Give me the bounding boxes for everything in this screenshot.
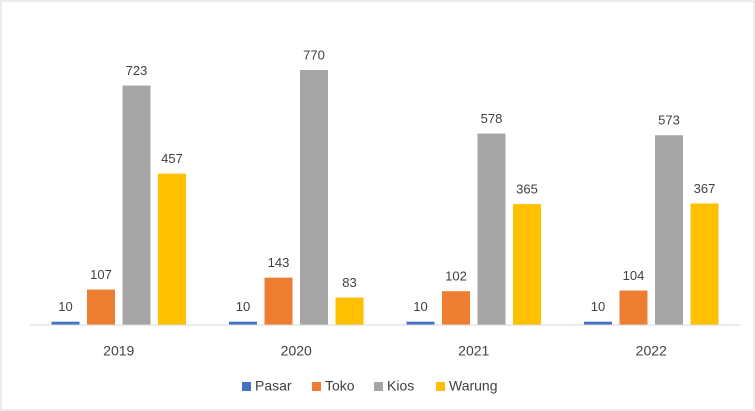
data-label: 102 [445,269,467,284]
data-label: 10 [236,299,250,314]
data-label: 723 [126,63,148,78]
data-label: 457 [161,151,183,166]
data-label: 83 [342,275,356,290]
bar [477,133,506,325]
data-label: 770 [303,47,325,62]
data-label: 10 [58,299,72,314]
legend-swatch [312,382,321,391]
bar [87,289,115,325]
bar [122,85,151,325]
data-label: 104 [623,268,645,283]
legend-label: Pasar [255,378,292,394]
bar [584,321,612,325]
bar [690,203,719,325]
x-tick-label: 2020 [281,343,312,359]
data-label: 10 [591,299,605,314]
bar [229,321,257,325]
data-label: 365 [516,182,538,197]
data-label: 367 [694,181,716,196]
bar [264,277,293,325]
bar [513,204,541,325]
data-label: 10 [413,299,427,314]
bar [51,321,80,325]
x-tick-label: 2022 [636,343,667,359]
x-tick-label: 2021 [458,343,489,359]
data-label: 107 [90,267,112,282]
bar [300,70,328,325]
bar [442,291,470,325]
bar [335,297,364,325]
legend-swatch [242,382,251,391]
legend-label: Warung [449,378,498,394]
bar [406,321,435,325]
legend-swatch [374,382,383,391]
legend-label: Kios [387,378,414,394]
legend-swatch [436,382,445,391]
data-label: 143 [268,255,290,270]
data-label: 578 [481,111,503,126]
data-label: 573 [658,113,680,128]
bar [158,173,186,325]
bar [619,290,648,325]
legend-label: Toko [325,378,355,394]
x-tick-label: 2019 [103,343,134,359]
bar [655,135,683,325]
